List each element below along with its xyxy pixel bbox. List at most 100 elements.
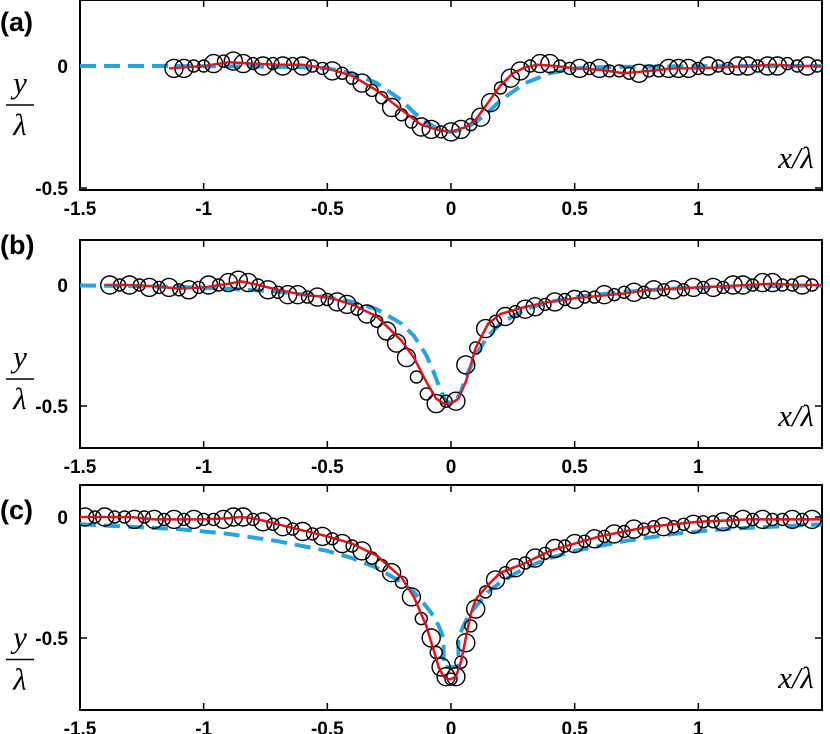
plot-area xyxy=(80,507,822,687)
data-point xyxy=(540,53,560,74)
x-tick-label: -1.5 xyxy=(64,719,97,734)
plot-frame xyxy=(79,0,823,191)
red-fit-line xyxy=(80,515,822,681)
plot-area xyxy=(80,270,822,414)
data-point xyxy=(624,519,644,539)
data-point xyxy=(228,270,249,290)
data-point xyxy=(584,529,605,549)
panel-label: (a) xyxy=(0,7,33,37)
data-point xyxy=(286,56,300,71)
data-point xyxy=(431,657,451,677)
x-tick-label: -1.5 xyxy=(64,199,97,220)
dashed-fit-line xyxy=(80,64,822,134)
data-point xyxy=(251,278,265,292)
data-point xyxy=(381,563,402,583)
plot-frame xyxy=(79,239,823,449)
data-point xyxy=(322,61,342,81)
data-point xyxy=(500,68,521,88)
data-point xyxy=(480,92,501,113)
data-point xyxy=(624,282,644,302)
data-point xyxy=(421,628,441,648)
chart-panel-a: -1.5 -1 -0.5 0 0.5 1 0 -0.5 (a) yλ x/λ xyxy=(0,0,823,220)
data-point xyxy=(273,56,293,76)
data-point xyxy=(545,538,565,559)
data-point xyxy=(666,520,681,534)
data-point xyxy=(216,54,231,68)
x-tick-label: -0.5 xyxy=(311,457,344,478)
y-axis-label-numerator: y xyxy=(10,65,27,100)
data-point xyxy=(401,587,422,607)
panel-label: (b) xyxy=(0,230,34,260)
red-fit-line-overlay xyxy=(80,516,822,681)
data-point xyxy=(365,551,379,565)
data-point xyxy=(683,514,704,534)
chart-panel-b: -1.5 -1 -0.5 0 0.5 1 0 -0.5 (b) yλ x/λ xyxy=(0,230,823,478)
x-tick-label: -0.5 xyxy=(311,199,344,220)
data-point xyxy=(493,81,508,95)
data-point xyxy=(253,56,273,76)
y-axis-label-numerator: y xyxy=(10,620,27,655)
x-tick-label: 0.5 xyxy=(561,457,588,478)
data-point xyxy=(271,285,285,299)
data-point xyxy=(454,655,468,669)
y-axis-label-denominator: λ xyxy=(12,381,26,416)
x-tick-label: -1.5 xyxy=(64,457,97,478)
data-point xyxy=(565,533,585,554)
data-point xyxy=(711,59,725,73)
data-point xyxy=(510,61,530,81)
x-axis-label: x/λ xyxy=(777,660,814,695)
data-point xyxy=(469,341,483,355)
data-point xyxy=(386,333,407,353)
data-point xyxy=(478,585,493,599)
data-point xyxy=(762,272,783,293)
data-point xyxy=(312,526,333,547)
red-fit-line-overlay xyxy=(104,280,822,405)
x-tick-label: 0 xyxy=(446,199,457,220)
data-point xyxy=(444,672,458,686)
red-fit-line-overlay xyxy=(168,61,822,133)
data-point xyxy=(337,294,357,315)
data-point xyxy=(538,546,552,560)
y-axis-label-numerator: y xyxy=(10,339,27,374)
x-axis-label: x/λ xyxy=(777,140,814,175)
y-tick-label: -0.5 xyxy=(35,179,68,200)
data-point xyxy=(357,304,377,324)
data-point xyxy=(179,280,199,300)
chart-panel-c: -1.5 -1 -0.5 0 0.5 1 0 -0.5 (c) yλ x/λ xyxy=(0,484,823,734)
x-tick-label: 1 xyxy=(693,199,704,220)
dashed-fit-line xyxy=(80,522,822,669)
data-point xyxy=(352,541,372,561)
y-tick-label: 0 xyxy=(57,508,68,529)
data-point xyxy=(525,548,545,568)
data-point xyxy=(377,321,397,341)
dashed-fit-line xyxy=(80,283,822,406)
data-point xyxy=(456,355,476,375)
data-point xyxy=(300,290,315,304)
data-point xyxy=(172,283,186,297)
data-point xyxy=(441,122,461,142)
data-point xyxy=(124,509,145,530)
x-tick-label: -1 xyxy=(195,457,212,478)
data-point xyxy=(698,56,718,76)
x-tick-label: -1 xyxy=(195,199,212,220)
data-point xyxy=(780,56,795,71)
data-point xyxy=(253,512,273,532)
y-tick-label: 0 xyxy=(57,57,68,78)
x-tick-label: 0.5 xyxy=(561,199,588,220)
x-tick-label: -1 xyxy=(195,719,212,734)
data-point xyxy=(451,119,471,140)
y-tick-label: 0 xyxy=(57,276,68,297)
data-point xyxy=(485,570,506,590)
data-point xyxy=(278,285,298,305)
data-point xyxy=(577,534,592,548)
data-point xyxy=(381,97,402,118)
data-point xyxy=(518,556,532,570)
data-point xyxy=(752,272,773,293)
data-point xyxy=(446,391,466,411)
data-point xyxy=(409,370,424,384)
data-point xyxy=(488,314,503,328)
y-tick-label: -0.5 xyxy=(35,629,68,650)
data-point xyxy=(471,107,491,127)
x-tick-label: 0 xyxy=(446,719,457,734)
x-axis-label: x/λ xyxy=(777,398,814,433)
